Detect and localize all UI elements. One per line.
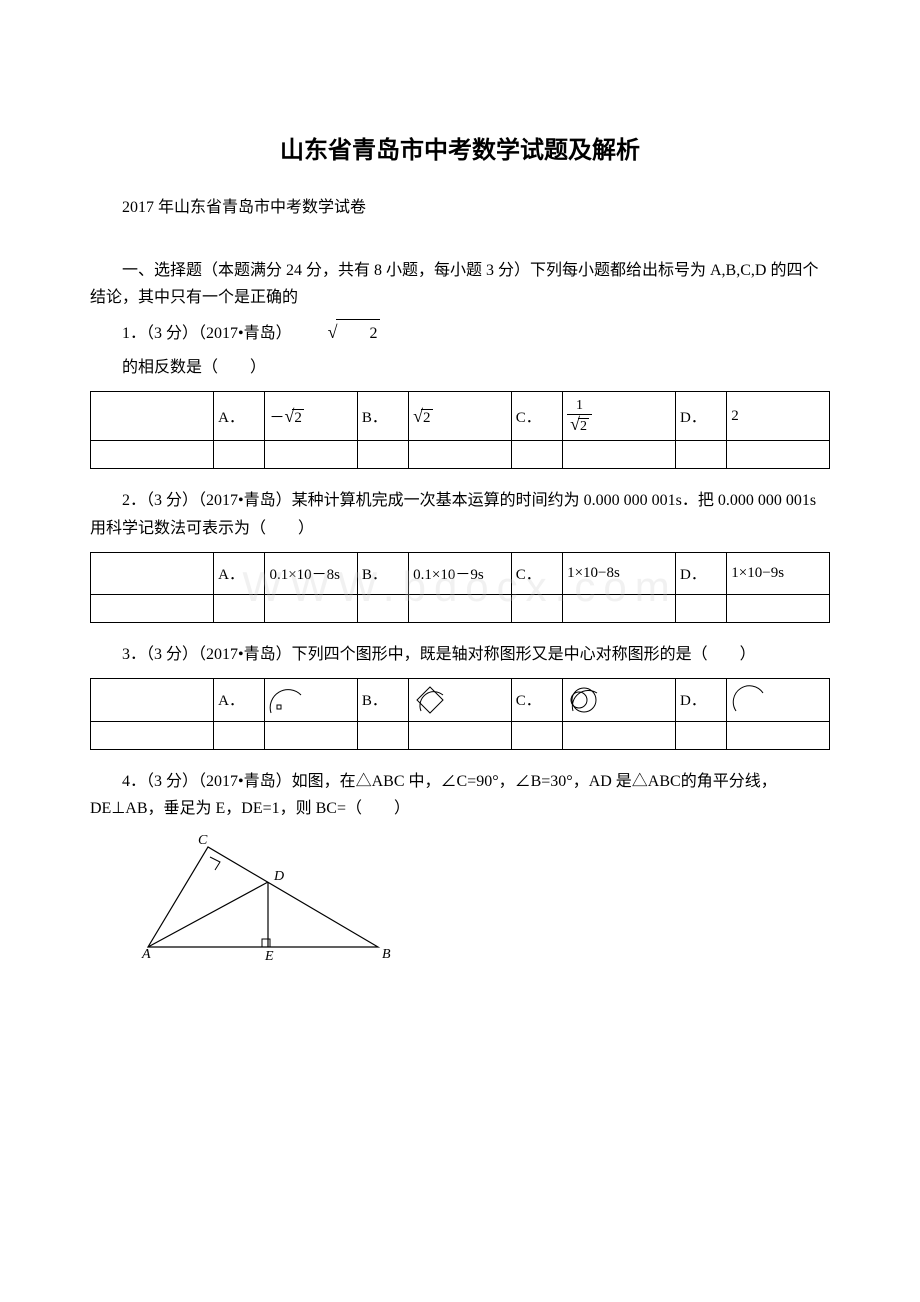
blank-cell bbox=[91, 678, 214, 721]
option-value-d: 1×10−9s bbox=[727, 552, 830, 594]
option-label-c: C． bbox=[511, 678, 562, 721]
shape-icon-c bbox=[567, 685, 601, 715]
option-shape-c bbox=[563, 678, 676, 721]
q1-stem: 1．（3 分）（2017•青岛） 2 bbox=[90, 317, 830, 348]
option-label-d: D． bbox=[675, 552, 726, 594]
section-intro: 一、选择题（本题满分 24 分，共有 8 小题，每小题 3 分）下列每小题都给出… bbox=[90, 257, 830, 311]
q3-spacer-row bbox=[91, 721, 830, 749]
option-value-c: 1×10−8s bbox=[563, 552, 676, 594]
q1-tail: 的相反数是（ ） bbox=[90, 354, 830, 381]
option-shape-a bbox=[265, 678, 357, 721]
option-shape-d bbox=[727, 678, 830, 721]
option-label-b: B． bbox=[357, 678, 408, 721]
vertex-d-label: D bbox=[273, 869, 284, 884]
option-label-d: D． bbox=[675, 678, 726, 721]
q3-options-table: A． B． C． bbox=[90, 678, 830, 750]
option-label-b: B． bbox=[357, 392, 408, 441]
option-label-d: D． bbox=[675, 392, 726, 441]
q1-options-table: A． －2 B． 2 C． 12 D． 2 bbox=[90, 391, 830, 469]
vertex-c-label: C bbox=[198, 833, 208, 848]
q2-spacer-row bbox=[91, 594, 830, 622]
option-shape-b bbox=[409, 678, 512, 721]
shape-icon-a bbox=[269, 685, 303, 715]
page-title: 山东省青岛市中考数学试题及解析 bbox=[90, 130, 830, 165]
option-value-a: 0.1×10－8s bbox=[265, 552, 357, 594]
option-value-d: 2 bbox=[727, 392, 830, 441]
q2-options-row: A． 0.1×10－8s B． 0.1×10－9s C． 1×10−8s D． … bbox=[91, 552, 830, 594]
vertex-a-label: A bbox=[141, 947, 151, 962]
q4-stem: 4．（3 分）（2017•青岛）如图，在△ABC 中，∠C=90°，∠B=30°… bbox=[90, 768, 830, 822]
blank-cell bbox=[91, 552, 214, 594]
option-value-c: 12 bbox=[563, 392, 676, 441]
q1-spacer-row bbox=[91, 441, 830, 469]
shape-icon-b bbox=[413, 685, 447, 715]
q3-options-row: A． B． C． bbox=[91, 678, 830, 721]
option-value-b: 0.1×10－9s bbox=[409, 552, 512, 594]
q1-options-row: A． －2 B． 2 C． 12 D． 2 bbox=[91, 392, 830, 441]
sqrt2-expr: 2 bbox=[296, 317, 380, 348]
option-label-a: A． bbox=[214, 552, 265, 594]
page-subtitle: 2017 年山东省青岛市中考数学试卷 bbox=[90, 193, 830, 217]
exam-page: 山东省青岛市中考数学试题及解析 2017 年山东省青岛市中考数学试卷 一、选择题… bbox=[0, 0, 920, 1027]
option-label-a: A． bbox=[214, 392, 265, 441]
vertex-b-label: B bbox=[382, 947, 391, 962]
option-value-b: 2 bbox=[409, 392, 512, 441]
shape-icon-d bbox=[731, 685, 765, 715]
blank-cell bbox=[91, 392, 214, 441]
option-value-a: －2 bbox=[265, 392, 357, 441]
q3-stem: 3．（3 分）（2017•青岛）下列四个图形中，既是轴对称图形又是中心对称图形的… bbox=[90, 641, 830, 668]
option-label-b: B． bbox=[357, 552, 408, 594]
q1-stem-text: 1．（3 分）（2017•青岛） bbox=[122, 325, 292, 342]
q2-options-table: A． 0.1×10－8s B． 0.1×10－9s C． 1×10−8s D． … bbox=[90, 552, 830, 623]
q4-figure: A B C D E bbox=[138, 832, 830, 967]
option-label-a: A． bbox=[214, 678, 265, 721]
q2-stem: 2．（3 分）（2017•青岛）某种计算机完成一次基本运算的时间约为 0.000… bbox=[90, 487, 830, 541]
q2-table-wrapper: WWW.bdocx.com A． 0.1×10－8s B． 0.1×10－9s … bbox=[90, 552, 830, 623]
option-label-c: C． bbox=[511, 552, 562, 594]
option-label-c: C． bbox=[511, 392, 562, 441]
vertex-e-label: E bbox=[264, 949, 274, 962]
triangle-diagram-icon: A B C D E bbox=[138, 832, 398, 962]
